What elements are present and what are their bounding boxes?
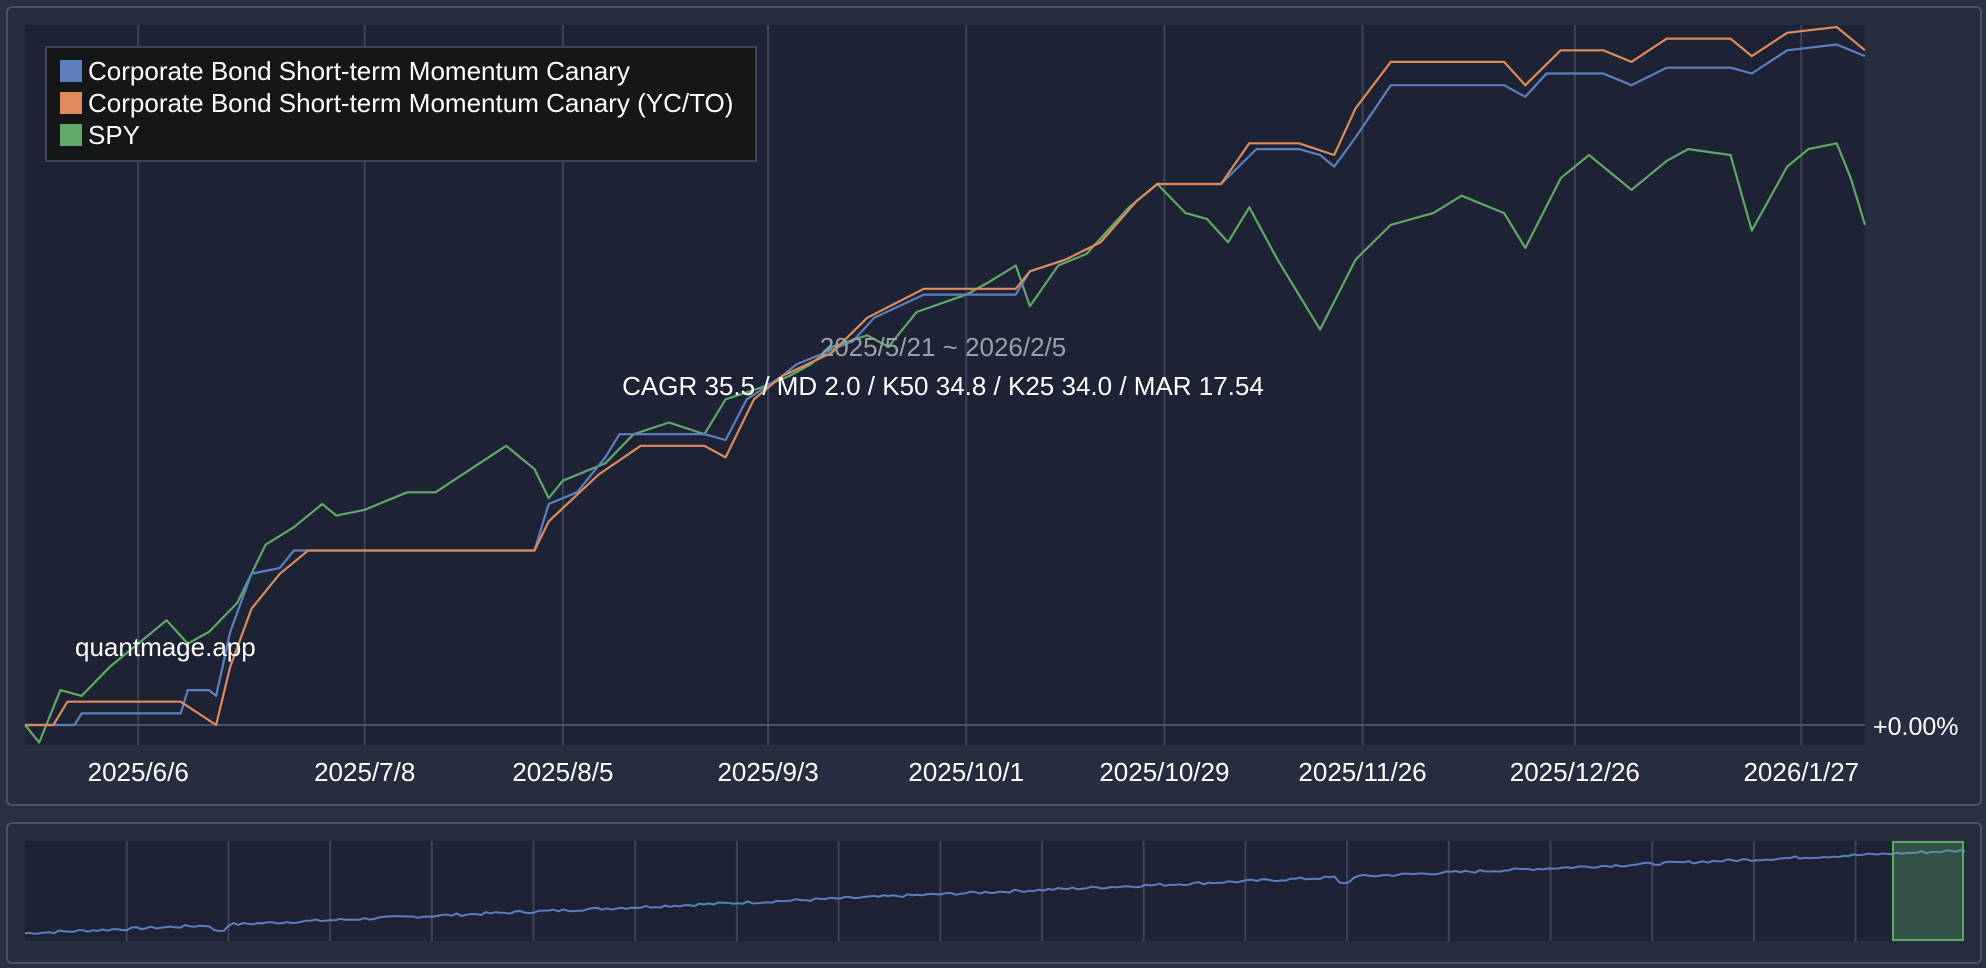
x-tick-label: 2025/10/29 (1099, 757, 1229, 787)
series-line (25, 25, 1866, 727)
series-line (24, 142, 1867, 744)
series-layer (24, 25, 1867, 744)
x-tick-label: 2025/6/6 (88, 757, 189, 787)
x-tick-label: 2025/7/8 (314, 757, 415, 787)
x-tick-label: 2026/1/27 (1743, 757, 1859, 787)
legend-label[interactable]: SPY (88, 120, 140, 150)
x-tick-label: 2025/11/26 (1298, 757, 1426, 787)
legend-label[interactable]: Corporate Bond Short-term Momentum Canar… (88, 56, 630, 86)
series-line (25, 43, 1866, 727)
x-tick-label: 2025/9/3 (717, 757, 818, 787)
y-axis-zero-label: +0.00% (1873, 713, 1959, 741)
legend-swatch (60, 60, 82, 82)
navigator-range-selector[interactable] (1892, 841, 1964, 941)
navigator-series-line (24, 849, 1966, 935)
x-tick-label: 2025/10/1 (908, 757, 1024, 787)
x-axis-ticks: 2025/6/6 2025/7/8 2025/8/5 2025/9/3 2025/10/… (88, 757, 1860, 787)
navigator-grid (125, 841, 1857, 941)
annotation-period: 2025/5/21 ~ 2026/2/5 (820, 332, 1067, 362)
legend-background (45, 46, 757, 162)
legend-label[interactable]: Corporate Bond Short-term Momentum Canar… (88, 88, 733, 118)
x-tick-label: 2025/12/26 (1510, 757, 1640, 787)
annotation-stats: CAGR 35.5 / MD 2.0 / K50 34.8 / K25 34.0… (622, 371, 1264, 401)
legend-swatch (60, 124, 82, 146)
legend[interactable]: Corporate Bond Short-term Momentum Canar… (45, 46, 757, 162)
x-tick-label: 2025/8/5 (512, 757, 613, 787)
navigator-plot-area (25, 841, 1965, 941)
watermark-text: quantmage.app (75, 632, 256, 662)
legend-swatch (60, 92, 82, 114)
